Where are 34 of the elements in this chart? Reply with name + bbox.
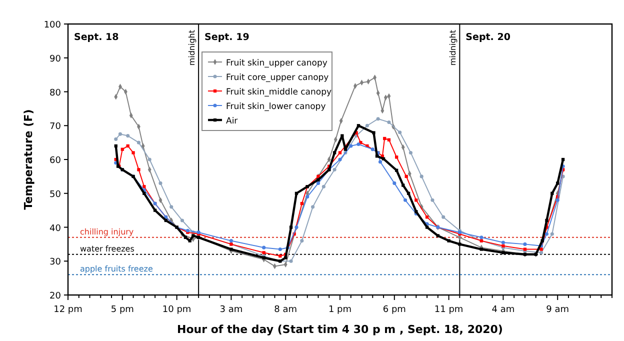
y-tick-label: 100 — [44, 20, 62, 30]
legend-label: Fruit skin_middle canopy — [226, 88, 332, 98]
x-tick-label: 3 am — [220, 305, 243, 315]
x-tick-label: 5 pm — [110, 305, 134, 315]
legend-label: Fruit skin_upper canopy — [226, 58, 328, 68]
y-axis-title: Temperature (F) — [22, 109, 35, 210]
annotation: Sept. 20 — [466, 32, 511, 43]
y-tick-label: 40 — [50, 224, 62, 234]
x-tick-label: 8 am — [274, 305, 298, 315]
legend-label: Fruit skin_lower canopy — [226, 102, 326, 112]
legend-label: Air — [226, 116, 238, 126]
annotation: Sept. 19 — [204, 32, 250, 43]
y-tick-label: 60 — [50, 156, 62, 166]
x-tick-label: 11 pm — [434, 305, 464, 315]
x-tick-label: 10 pm — [162, 305, 192, 315]
ref-line-label: midnight — [448, 30, 458, 66]
annotation: Sept. 18 — [74, 32, 120, 43]
ref-line-label: apple fruits freeze — [80, 264, 153, 274]
y-tick-label: 30 — [50, 258, 62, 268]
y-tick-label: 20 — [50, 292, 62, 302]
x-tick-label: 6 pm — [382, 305, 406, 315]
y-tick-label: 70 — [50, 122, 62, 132]
legend-label: Fruit core_upper canopy — [226, 73, 329, 83]
x-tick-label: 4 am — [492, 305, 515, 315]
y-tick-label: 80 — [50, 88, 62, 98]
x-tick-label: 1 pm — [328, 305, 352, 315]
ref-line-label: midnight — [188, 30, 197, 66]
x-tick-label: 9 am — [546, 305, 570, 315]
ref-line-label: chilling injury — [80, 227, 134, 236]
x-axis-title: Hour of the day (Start tim 4 30 p m , Sept. 18, 2020) — [177, 323, 503, 336]
y-tick-label: 50 — [50, 190, 62, 200]
x-tick-label: 12 pm — [54, 305, 82, 315]
y-tick-label: 90 — [50, 54, 62, 64]
ref-line-label: water freezes — [80, 244, 134, 254]
